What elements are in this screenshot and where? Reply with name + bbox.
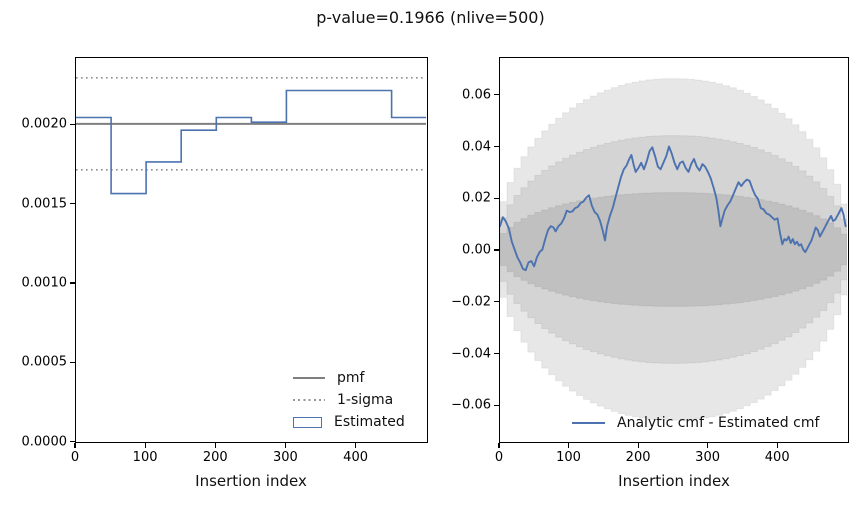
- y-tick-mark: [70, 440, 75, 443]
- x-tick-label: 300: [695, 450, 721, 465]
- x-tick-label: 0: [70, 450, 80, 465]
- x-tick-mark: [776, 443, 778, 448]
- y-tick-label: 0.02: [462, 190, 491, 206]
- y-tick-mark: [70, 123, 75, 125]
- right-axes: [499, 57, 849, 443]
- x-tick-label: 300: [272, 450, 298, 465]
- x-tick-mark: [74, 443, 76, 448]
- cmf-diff-line: [500, 145, 847, 272]
- y-tick-label: 0.0005: [21, 354, 68, 370]
- x-tick-label: 100: [132, 450, 158, 465]
- x-tick-mark: [355, 443, 357, 448]
- y-tick-mark: [70, 203, 75, 205]
- figure-title: p-value=0.1966 (nlive=500): [316, 8, 545, 27]
- estimated-patch-sample-icon: [293, 416, 322, 428]
- x-tick-mark: [498, 443, 500, 448]
- x-tick-mark: [284, 443, 287, 448]
- y-tick-mark: [494, 301, 499, 303]
- x-tick-label: 400: [343, 450, 369, 465]
- left-plot-canvas: [76, 77, 426, 195]
- left-xlabel: Insertion index: [195, 472, 307, 490]
- legend-item-pmf: pmf: [293, 370, 364, 386]
- x-tick-label: 200: [202, 450, 228, 465]
- x-tick-mark: [214, 443, 216, 448]
- legend-item-1-sigma: 1-sigma: [293, 392, 393, 408]
- x-tick-label: 100: [556, 450, 581, 465]
- y-tick-label: 0.06: [462, 87, 491, 103]
- y-tick-label: 0.0020: [21, 116, 68, 132]
- legend-item-cmf-diff: Analytic cmf - Estimated cmf: [572, 415, 819, 431]
- estimated-step-line: [76, 89, 426, 195]
- y-tick-mark: [70, 282, 75, 284]
- y-tick-label: −0.06: [451, 397, 491, 413]
- y-tick-mark: [494, 404, 499, 406]
- x-tick-mark: [707, 443, 709, 448]
- legend-label: pmf: [337, 370, 365, 386]
- x-tick-label: 400: [764, 450, 790, 465]
- pmf-line-sample-icon: [293, 377, 325, 379]
- y-tick-mark: [494, 197, 499, 199]
- x-tick-label: 200: [625, 450, 651, 465]
- x-tick-mark: [637, 443, 639, 448]
- x-tick-mark: [144, 443, 146, 448]
- y-tick-label: 0.00: [462, 242, 491, 258]
- legend-label: Analytic cmf - Estimated cmf: [617, 415, 820, 431]
- x-tick-mark: [567, 443, 570, 448]
- y-tick-mark: [70, 361, 75, 363]
- legend-label: 1-sigma: [337, 392, 394, 408]
- cmf-diff-line-sample-icon: [572, 422, 605, 424]
- y-tick-label: 0.0000: [21, 434, 68, 449]
- right-xlabel: Insertion index: [618, 472, 730, 490]
- x-tick-label: 0: [494, 450, 504, 465]
- y-tick-label: −0.04: [451, 346, 491, 361]
- y-tick-mark: [494, 249, 499, 251]
- legend-item-estimated: Estimated: [293, 414, 405, 430]
- sigma-dotted-sample-icon: [293, 399, 325, 401]
- y-tick-mark: [494, 145, 499, 148]
- y-tick-mark: [494, 352, 499, 355]
- y-tick-label: −0.02: [451, 294, 491, 310]
- legend-label: Estimated: [334, 414, 405, 430]
- y-tick-label: 0.04: [462, 139, 491, 154]
- left-axes: [75, 57, 428, 443]
- y-tick-label: 0.0010: [21, 275, 68, 291]
- y-tick-mark: [494, 94, 499, 96]
- right-plot-canvas: [500, 78, 847, 421]
- y-tick-label: 0.0015: [21, 196, 68, 212]
- sigma-band-1: [500, 192, 847, 307]
